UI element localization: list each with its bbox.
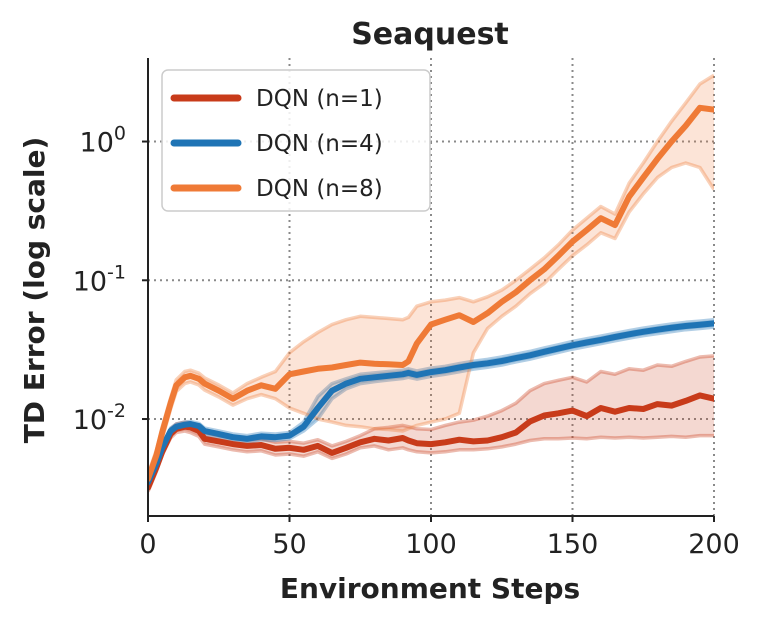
x-tick-label: 0 [139, 529, 156, 560]
legend-item-dqn-n-8: DQN (n=8) [170, 176, 383, 202]
legend-box [161, 69, 431, 212]
series-bands [148, 73, 714, 493]
y-tick-label: 10-2 [73, 400, 126, 436]
y-tick-label: 10-1 [73, 261, 126, 297]
dqn-n-1-mean-line [148, 392, 714, 491]
x-tick-label: 50 [272, 529, 306, 560]
dqn-n-4-mean-line [148, 320, 714, 486]
x-tick-label: 200 [688, 529, 740, 560]
dqn-n-8-lower-run-line [148, 161, 714, 485]
dqn-n-8-mean-line [148, 104, 714, 482]
legend-label: DQN (n=4) [256, 131, 383, 157]
dqn-n-1-lower-run-line [148, 429, 714, 493]
legend-item-dqn-n-1: DQN (n=1) [170, 86, 383, 112]
series-lines [148, 104, 714, 491]
grid-lines [148, 58, 715, 516]
x-axis-label: Environment Steps [280, 572, 580, 605]
x-tick-label: 100 [405, 529, 457, 560]
legend-label: DQN (n=1) [256, 86, 383, 112]
y-axis-label: TD Error (log scale) [18, 137, 51, 444]
chart-title: Seaquest [351, 17, 509, 52]
legend: DQN (n=1) DQN (n=4) DQN (n=8) [161, 69, 431, 212]
axis-ticks: 0 50 100 150 200 100 10-1 10-2 [73, 123, 740, 560]
x-tick-label: 150 [547, 529, 599, 560]
dqn-n-1-confidence-band [148, 355, 714, 492]
legend-item-dqn-n-4: DQN (n=4) [170, 131, 383, 157]
y-tick-label: 100 [80, 123, 126, 159]
dqn-n-8-upper-run-line [148, 73, 714, 475]
dqn-n-8-confidence-band [148, 75, 714, 485]
legend-label: DQN (n=8) [256, 176, 383, 202]
